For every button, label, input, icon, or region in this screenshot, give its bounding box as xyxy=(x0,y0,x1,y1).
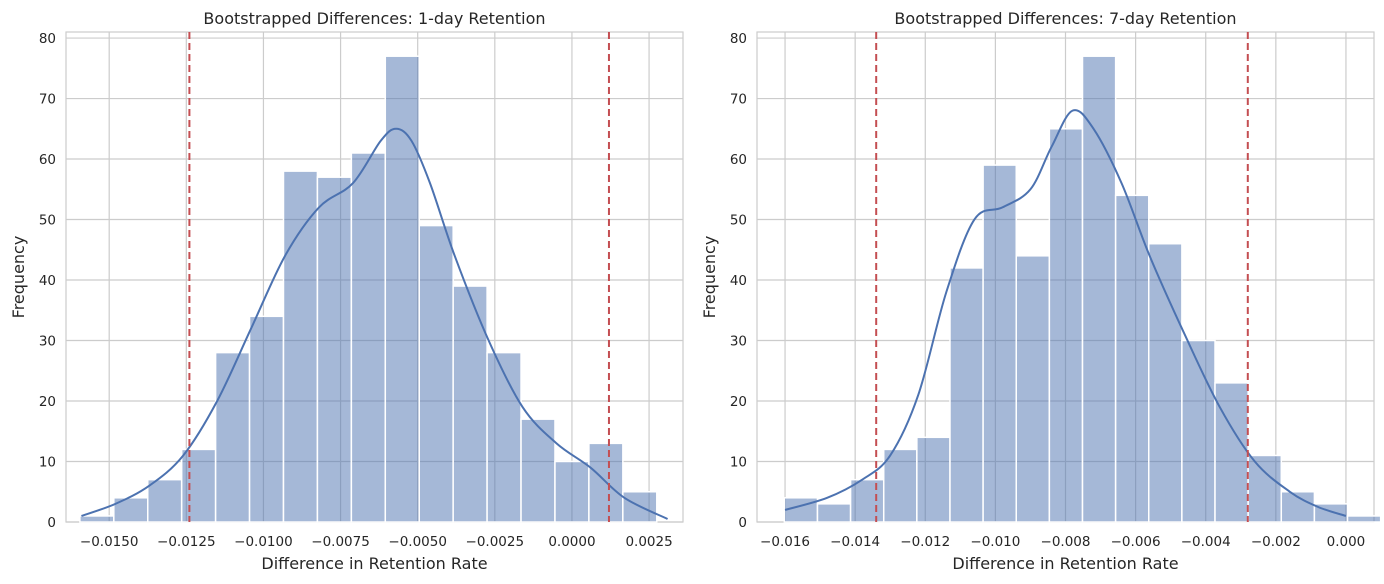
y-tick-label: 80 xyxy=(39,31,56,47)
x-tick-label: −0.0150 xyxy=(80,534,139,550)
histogram-bar xyxy=(79,515,115,523)
kde-curve xyxy=(81,127,669,520)
x-tick-label: −0.010 xyxy=(970,534,1020,550)
y-tick-label: 30 xyxy=(39,334,56,350)
histogram-bar xyxy=(1015,255,1051,523)
histogram-bar xyxy=(916,436,951,523)
x-tick-label: −0.0075 xyxy=(311,534,370,550)
histogram-bar xyxy=(949,267,984,523)
histogram-bar xyxy=(418,224,454,523)
x-tick-label: −0.006 xyxy=(1111,534,1161,550)
y-tick-label: 80 xyxy=(730,31,747,47)
histogram-bar xyxy=(816,503,852,523)
histogram-bars xyxy=(783,55,1382,523)
panel-1day-retention: −0.0150 −0.0125 −0.0100 −0.0075 −0.0050 −0.00… xyxy=(9,9,684,573)
histogram-bar xyxy=(486,351,522,523)
x-tick-label: 0.0000 xyxy=(548,534,595,550)
x-tick-label: −0.004 xyxy=(1181,534,1231,550)
y-tick-label: 0 xyxy=(47,515,56,531)
histogram-bar xyxy=(554,460,590,523)
histogram-bar xyxy=(982,164,1017,523)
ci-lines xyxy=(875,32,1249,522)
y-tick-label: 20 xyxy=(730,394,747,410)
y-tick-label: 10 xyxy=(39,455,56,471)
x-axis-label: Difference in Retention Rate xyxy=(952,554,1178,573)
histogram-bar xyxy=(248,315,285,523)
x-tick-label: −0.008 xyxy=(1041,534,1091,550)
x-tick-label: −0.012 xyxy=(900,534,950,550)
histogram-bar xyxy=(350,152,387,523)
y-tick-label: 40 xyxy=(730,273,747,289)
histogram-bar xyxy=(1081,55,1117,523)
x-tick-label: −0.0050 xyxy=(388,534,447,550)
y-tick-label: 50 xyxy=(730,213,747,229)
x-tick-label: −0.0100 xyxy=(234,534,293,550)
chart-title: Bootstrapped Differences: 7-day Retentio… xyxy=(894,9,1236,28)
x-tick-label: 0.000 xyxy=(1327,534,1366,550)
histogram-bar xyxy=(452,285,488,523)
histogram-bar xyxy=(1346,515,1382,523)
x-tick-label: −0.016 xyxy=(760,534,810,550)
kde-curve xyxy=(784,109,1347,517)
y-tick-label: 0 xyxy=(738,515,747,531)
histogram-bar xyxy=(1048,128,1084,523)
y-tick-label: 40 xyxy=(39,273,56,289)
histogram-bar xyxy=(849,478,885,523)
histogram-bar xyxy=(1181,339,1216,523)
y-tick-label: 70 xyxy=(39,92,56,108)
histogram-bar xyxy=(282,170,319,523)
histogram-bars xyxy=(79,55,658,523)
x-tick-labels: −0.016 −0.014 −0.012 −0.010 −0.008 −0.006 −0.0… xyxy=(760,534,1365,550)
histogram-bar xyxy=(180,448,217,523)
histogram-bar xyxy=(882,448,918,523)
y-tick-label: 30 xyxy=(730,334,747,350)
y-tick-labels: 0 10 20 30 40 50 60 70 80 xyxy=(39,31,56,531)
x-tick-label: −0.0125 xyxy=(157,534,216,550)
ci-lines xyxy=(188,32,610,522)
x-tick-label: −0.014 xyxy=(830,534,880,550)
histogram-bar xyxy=(1247,454,1283,523)
x-axis-label: Difference in Retention Rate xyxy=(261,554,487,573)
histogram-bar xyxy=(783,497,819,523)
histogram-bar xyxy=(1148,242,1183,523)
y-tick-label: 10 xyxy=(730,455,747,471)
x-tick-label: −0.002 xyxy=(1251,534,1301,550)
histogram-bar xyxy=(316,176,353,523)
y-tick-label: 70 xyxy=(730,92,747,108)
histogram-bar xyxy=(1214,382,1249,523)
chart-title: Bootstrapped Differences: 1-day Retentio… xyxy=(203,9,545,28)
histogram-bar xyxy=(147,478,183,523)
histogram-bar xyxy=(1114,194,1150,523)
x-tick-label: 0.0025 xyxy=(625,534,672,550)
y-tick-label: 20 xyxy=(39,394,56,410)
y-tick-label: 50 xyxy=(39,213,56,229)
y-axis-label: Frequency xyxy=(9,236,28,319)
y-tick-label: 60 xyxy=(730,152,747,168)
x-tick-label: −0.0025 xyxy=(466,534,525,550)
y-tick-label: 60 xyxy=(39,152,56,168)
x-tick-labels: −0.0150 −0.0125 −0.0100 −0.0075 −0.0050 −0.00… xyxy=(80,534,673,550)
panel-7day-retention: −0.016 −0.014 −0.012 −0.010 −0.008 −0.006 −0.0… xyxy=(700,9,1382,573)
histogram-bar xyxy=(384,55,420,523)
histogram-bar xyxy=(520,418,556,523)
y-tick-labels: 0 10 20 30 40 50 60 70 80 xyxy=(730,31,747,531)
y-axis-label: Frequency xyxy=(700,236,719,319)
histogram-bar xyxy=(214,351,251,523)
